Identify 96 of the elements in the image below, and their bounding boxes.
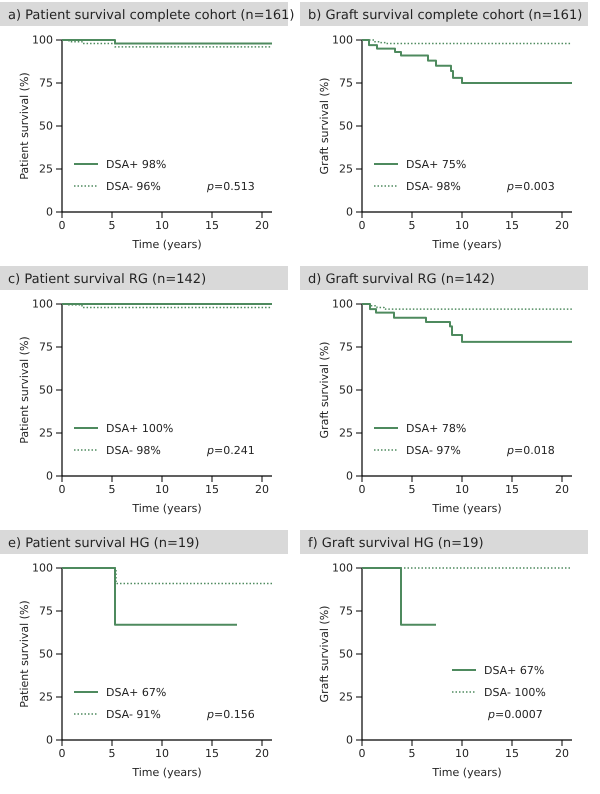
x-tick-label: 20	[255, 218, 269, 232]
legend-label: DSA- 91%	[106, 708, 161, 721]
x-tick-label: 15	[505, 218, 519, 232]
x-tick-label: 5	[408, 746, 416, 760]
y-axis-title: Graft survival (%)	[318, 78, 331, 174]
x-tick-label: 5	[108, 746, 116, 760]
x-axis-title: Time (years)	[431, 238, 502, 251]
x-axis-title: Time (years)	[431, 766, 502, 779]
y-tick-label: 50	[39, 384, 53, 397]
y-tick-label: 100	[332, 298, 353, 311]
x-tick-label: 5	[408, 482, 416, 496]
y-axis-title: Patient survival (%)	[18, 72, 31, 180]
chart-title: f) Graft survival HG (n=19)	[308, 536, 484, 551]
y-tick-label: 75	[39, 340, 53, 354]
x-axis-title: Time (years)	[431, 502, 502, 515]
y-tick-label: 0	[46, 734, 53, 747]
y-tick-label: 0	[346, 734, 353, 747]
x-tick-label: 15	[205, 482, 219, 496]
y-axis-title: Graft survival (%)	[318, 342, 331, 438]
chart-title: a) Patient survival complete cohort (n=161)	[8, 8, 294, 23]
y-tick-label: 75	[39, 76, 53, 90]
x-tick-label: 0	[358, 746, 366, 760]
y-axis-title: Patient survival (%)	[18, 600, 31, 708]
x-tick-label: 0	[58, 746, 66, 760]
x-tick-label: 15	[505, 746, 519, 760]
x-tick-label: 20	[255, 746, 269, 760]
y-tick-label: 0	[346, 206, 353, 219]
x-tick-label: 0	[58, 482, 66, 496]
y-tick-label: 25	[39, 162, 53, 176]
legend-label: DSA+ 75%	[406, 158, 466, 171]
x-tick-label: 10	[155, 746, 169, 760]
annotation: p=0.003	[506, 180, 555, 193]
x-tick-label: 10	[455, 746, 469, 760]
x-tick-label: 20	[555, 218, 569, 232]
x-axis-title: Time (years)	[131, 502, 202, 515]
x-tick-label: 0	[58, 218, 66, 232]
x-tick-label: 15	[505, 482, 519, 496]
x-tick-label: 10	[455, 482, 469, 496]
y-tick-label: 0	[346, 470, 353, 483]
y-tick-label: 75	[339, 604, 353, 618]
x-tick-label: 15	[205, 218, 219, 232]
legend-label: DSA+ 100%	[106, 422, 174, 435]
legend-label: DSA- 98%	[406, 180, 461, 193]
x-tick-label: 0	[358, 482, 366, 496]
y-tick-label: 100	[32, 562, 53, 575]
x-tick-label: 20	[555, 746, 569, 760]
legend-label: DSA- 98%	[106, 444, 161, 457]
y-tick-label: 75	[39, 604, 53, 618]
x-tick-label: 5	[108, 218, 116, 232]
chart-title: c) Patient survival RG (n=142)	[8, 272, 206, 287]
y-tick-label: 0	[46, 206, 53, 219]
x-tick-label: 5	[408, 218, 416, 232]
x-tick-label: 20	[555, 482, 569, 496]
chart-title: d) Graft survival RG (n=142)	[308, 272, 495, 287]
chart-title: b) Graft survival complete cohort (n=161)	[308, 8, 582, 23]
legend-label: DSA- 100%	[484, 686, 546, 699]
y-tick-label: 75	[339, 340, 353, 354]
y-tick-label: 50	[39, 120, 53, 133]
x-tick-label: 5	[108, 482, 116, 496]
annotation: p=0.156	[206, 708, 255, 721]
x-tick-label: 10	[455, 218, 469, 232]
y-tick-label: 50	[339, 384, 353, 397]
legend-label: DSA+ 98%	[106, 158, 166, 171]
annotation: p=0.0007	[487, 708, 543, 721]
y-tick-label: 25	[339, 162, 353, 176]
y-tick-label: 100	[32, 34, 53, 47]
x-axis-title: Time (years)	[131, 238, 202, 251]
y-tick-label: 50	[339, 648, 353, 661]
y-tick-label: 50	[39, 648, 53, 661]
y-tick-label: 0	[46, 470, 53, 483]
chart-title: e) Patient survival HG (n=19)	[8, 536, 200, 551]
x-tick-label: 10	[155, 482, 169, 496]
legend-label: DSA+ 78%	[406, 422, 466, 435]
legend-label: DSA+ 67%	[106, 686, 166, 699]
y-tick-label: 25	[339, 426, 353, 440]
annotation: p=0.241	[206, 444, 255, 457]
y-tick-label: 25	[339, 690, 353, 704]
y-tick-label: 25	[39, 690, 53, 704]
legend-label: DSA- 96%	[106, 180, 161, 193]
annotation: p=0.513	[206, 180, 255, 193]
x-tick-label: 0	[358, 218, 366, 232]
legend-label: DSA- 97%	[406, 444, 461, 457]
x-axis-title: Time (years)	[131, 766, 202, 779]
x-tick-label: 20	[255, 482, 269, 496]
y-tick-label: 100	[332, 34, 353, 47]
y-axis-title: Patient survival (%)	[18, 336, 31, 444]
annotation: p=0.018	[506, 444, 555, 457]
y-axis-title: Graft survival (%)	[318, 606, 331, 702]
y-tick-label: 25	[39, 426, 53, 440]
y-tick-label: 50	[339, 120, 353, 133]
x-tick-label: 10	[155, 218, 169, 232]
y-tick-label: 100	[32, 298, 53, 311]
y-tick-label: 75	[339, 76, 353, 90]
x-tick-label: 15	[205, 746, 219, 760]
y-tick-label: 100	[332, 562, 353, 575]
legend-label: DSA+ 67%	[484, 664, 544, 677]
